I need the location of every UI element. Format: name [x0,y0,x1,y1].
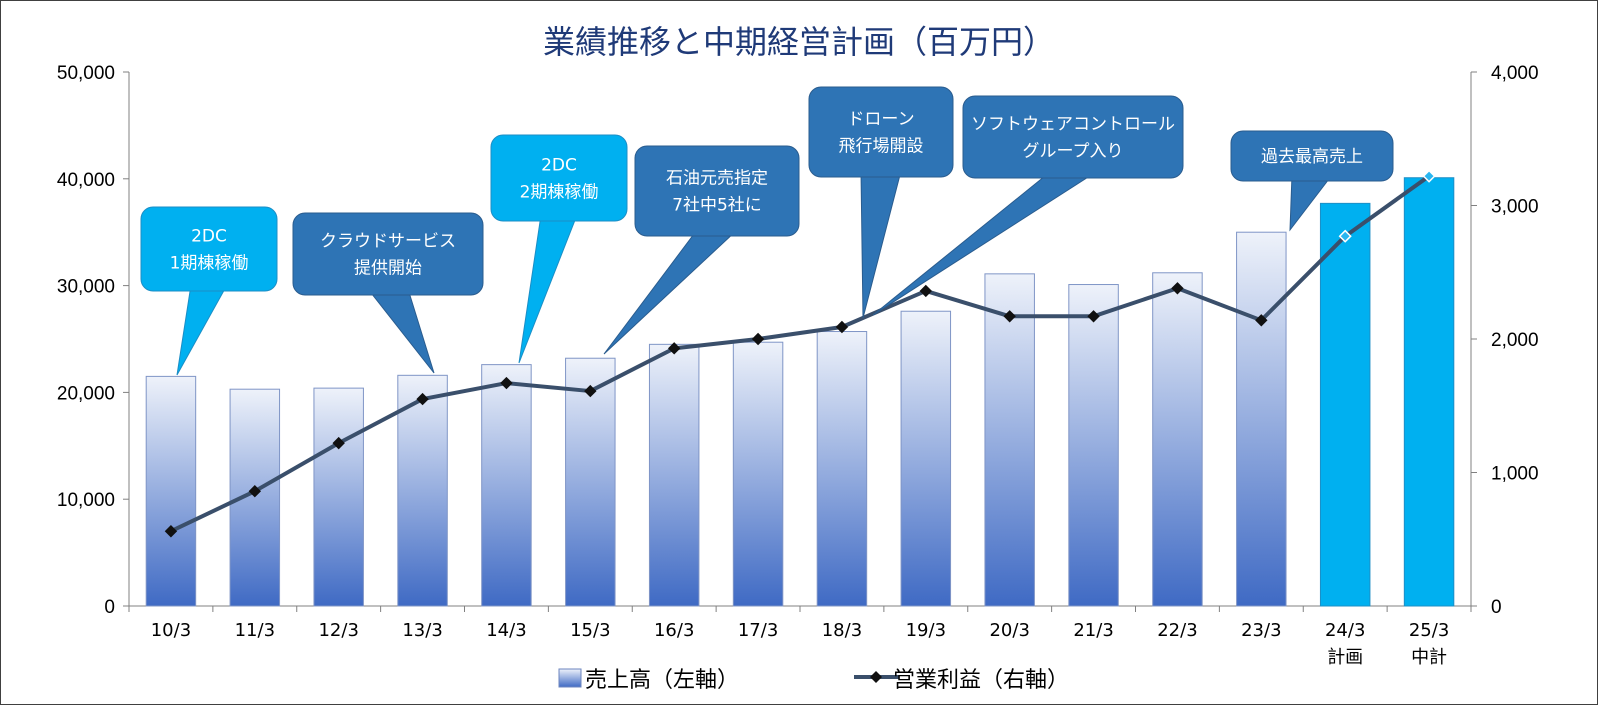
sales-bar [481,364,532,607]
x-tick-label: 16/3 [654,620,694,641]
callout-text: 石油元売指定 7社中5社に [666,169,768,216]
callout-pointer [176,284,228,376]
right-tick-label: 4,000 [1491,63,1539,84]
callout: 過去最高売上 [1230,130,1394,232]
legend-label: 営業利益（右軸） [893,668,1069,693]
right-tick-label: 0 [1491,597,1502,618]
sales-bar [313,387,364,607]
profit-marker [332,436,345,450]
profit-marker [1003,310,1016,323]
callout-box [140,206,278,292]
chart-title: 業績推移と中期経営計画（百万円） [543,23,1055,61]
left-tick-label: 50,000 [57,63,115,84]
left-tick-label: 10,000 [57,490,115,511]
callout: ソフトウェアコントロールグループ入り [872,95,1184,316]
callout-box [962,95,1184,179]
sales-bar [732,341,784,607]
legend-item-profit: 営業利益（右軸） [854,668,1069,693]
callout-pointer [518,214,578,364]
right-tick-label: 3,000 [1491,197,1539,218]
callout-text: ソフトウェアコントロールグループ入り [971,115,1175,162]
x-tick-label: 14/3 [486,620,526,641]
profit-marker [1255,314,1268,327]
callouts: 2DC 1期棟稼働 クラウドサービス提供開始 2DC 2期棟稼働 石油元売指定 7社中5社に… [140,86,1394,376]
legend-swatch-marker [870,671,882,683]
profit-marker [1171,282,1184,295]
left-tick-label: 0 [104,597,115,618]
x-tick-label: 11/3 [235,620,275,641]
sales-bar [900,310,952,607]
callout-text: 2DC 1期棟稼働 [170,227,249,274]
x-tick-label: 21/3 [1073,620,1113,641]
callout: 石油元売指定 7社中5社に [603,145,800,355]
x-tick-label: 23/3 [1241,620,1281,641]
callout-pointer [860,170,902,319]
plan-bar [1403,177,1455,607]
callout: ドローン飛行場開設 [808,86,954,319]
left-tick-label: 20,000 [57,383,115,404]
profit-marker [1422,169,1436,183]
callout-box [292,212,484,296]
callout-text: クラウドサービス提供開始 [320,232,456,279]
x-tick-label: 12/3 [318,620,358,641]
axes: 0 10,000 20,000 30,000 40,000 50,000 0 1,000 2,0… [57,63,1539,668]
callout-box [634,145,800,237]
profit-marker [416,392,429,406]
callout-text: ドローン飛行場開設 [839,110,924,157]
sales-bar [565,357,616,607]
sales-bar [397,374,448,607]
profit-marker [667,342,681,355]
callout-text: 過去最高売上 [1261,147,1363,167]
sales-bar [816,331,868,607]
sales-bar [145,375,197,607]
x-tick-label: 20/3 [989,620,1029,641]
sales-bar [1236,231,1287,607]
x-tick-label: 17/3 [738,620,778,641]
legend: 売上高（左軸） 営業利益（右軸） [558,668,1069,693]
profit-marker [919,284,933,298]
sales-bar [1152,272,1203,607]
profit-marker [1087,310,1100,323]
x-tick-label: 19/3 [906,620,946,641]
profit-marker [164,525,178,538]
profit-marker [1338,229,1352,243]
sales-bar [984,273,1035,607]
callout-box [1230,130,1394,182]
x-tick-label: 15/3 [570,620,610,641]
right-tick-label: 2,000 [1491,330,1539,351]
plan-bar [1319,202,1371,607]
callout-box [808,86,954,178]
profit-marker [500,376,513,390]
callout-box [490,134,628,222]
callout-text: 2DC 2期棟稼働 [520,156,599,203]
x-tick-label: 22/3 [1157,620,1197,641]
legend-item-sales: 売上高（左軸） [558,668,739,693]
callout-pointer [603,229,739,355]
callout: クラウドサービス提供開始 [292,212,484,374]
line-series [164,169,1436,538]
right-tick-label: 1,000 [1491,464,1539,485]
profit-marker [248,484,262,498]
x-tick-label: 10/3 [151,620,191,641]
callout: 2DC 2期棟稼働 [490,134,628,364]
callout-pointer [366,288,435,374]
profit-marker [751,332,765,346]
left-tick-label: 30,000 [57,277,115,298]
x-tick-label: 13/3 [402,620,442,641]
legend-swatch-bar [558,668,582,688]
bar-series [145,177,1455,607]
x-tick-label: 25/3 中計 [1409,620,1449,668]
x-tick-label: 18/3 [822,620,862,641]
callout: 2DC 1期棟稼働 [140,206,278,376]
sales-bar [1068,284,1119,607]
profit-marker [835,320,849,334]
legend-label: 売上高（左軸） [585,668,739,693]
profit-line [170,174,1431,534]
x-tick-label: 24/3 計画 [1325,620,1365,668]
sales-bar [648,343,700,607]
left-tick-label: 40,000 [57,170,115,191]
profit-marker [584,384,597,398]
